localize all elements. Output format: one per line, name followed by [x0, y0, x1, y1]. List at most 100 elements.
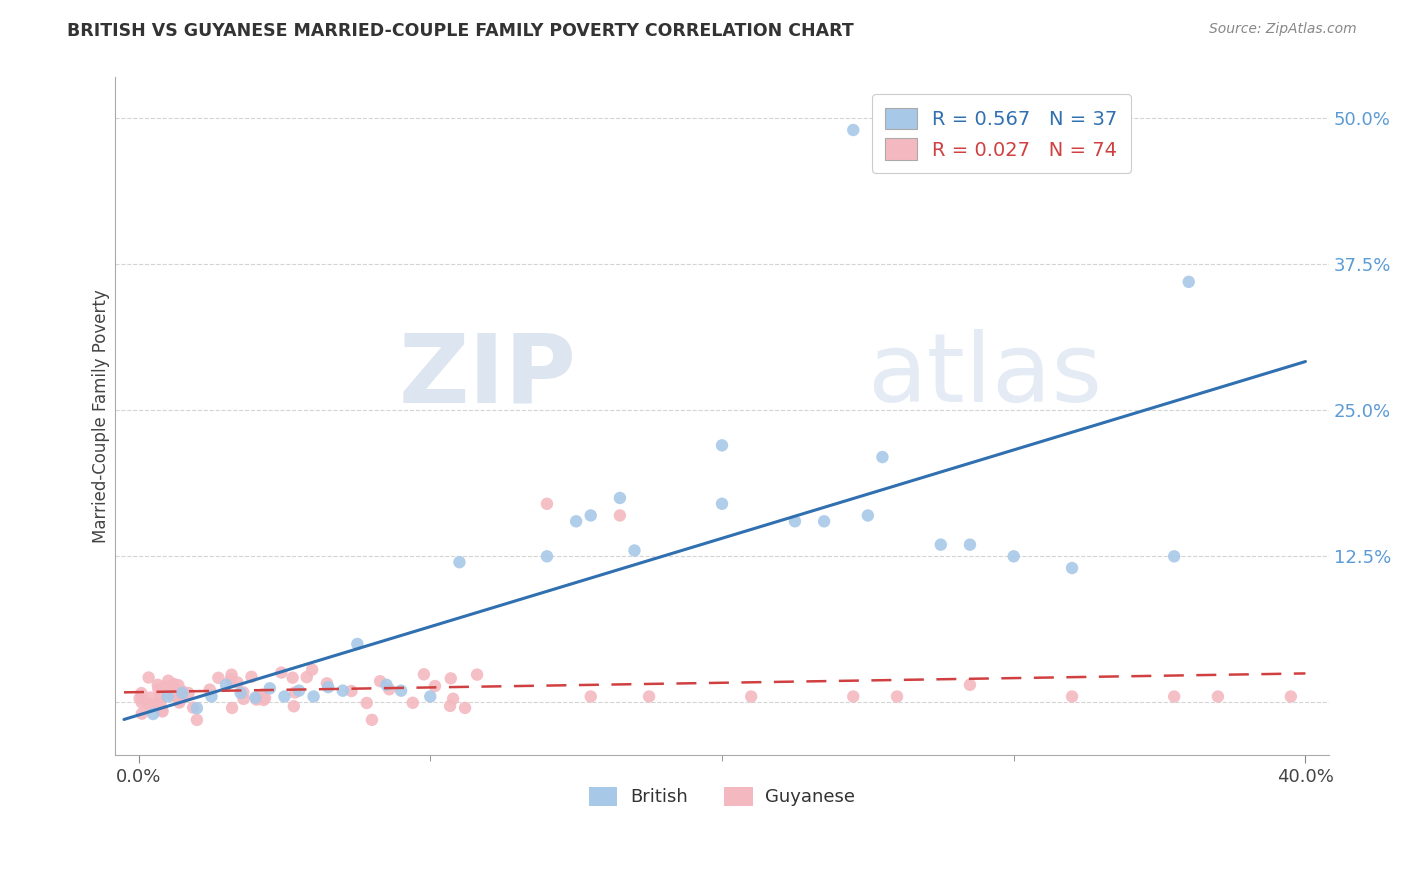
Point: [170, 691, 193, 706]
Y-axis label: Married-Couple Family Poverty: Married-Couple Family Poverty: [93, 289, 110, 543]
Point: [419, 690, 441, 704]
Point: [1206, 690, 1229, 704]
Point: [454, 701, 477, 715]
Point: [143, 698, 166, 713]
Point: [219, 673, 242, 687]
Point: [465, 667, 488, 681]
Point: [959, 678, 981, 692]
Point: [872, 450, 894, 464]
Text: BRITISH VS GUYANESE MARRIED-COUPLE FAMILY POVERTY CORRELATION CHART: BRITISH VS GUYANESE MARRIED-COUPLE FAMIL…: [67, 22, 855, 40]
Point: [340, 684, 363, 698]
Point: [638, 690, 661, 704]
Point: [623, 543, 645, 558]
Point: [148, 682, 170, 697]
Point: [283, 699, 305, 714]
Point: [316, 680, 339, 694]
Point: [240, 670, 263, 684]
Point: [229, 686, 252, 700]
Point: [1279, 690, 1302, 704]
Point: [288, 683, 311, 698]
Point: [389, 683, 412, 698]
Point: [332, 683, 354, 698]
Point: [136, 697, 159, 711]
Point: [150, 703, 173, 717]
Point: [1002, 549, 1025, 564]
Point: [295, 670, 318, 684]
Point: [142, 706, 165, 721]
Point: [813, 514, 835, 528]
Point: [1163, 549, 1185, 564]
Point: [346, 637, 368, 651]
Point: [156, 690, 179, 704]
Point: [959, 538, 981, 552]
Point: [449, 555, 471, 569]
Text: Source: ZipAtlas.com: Source: ZipAtlas.com: [1209, 22, 1357, 37]
Point: [163, 677, 186, 691]
Point: [439, 698, 461, 713]
Point: [128, 691, 150, 706]
Point: [159, 681, 181, 696]
Point: [361, 713, 384, 727]
Point: [215, 678, 238, 692]
Point: [316, 676, 339, 690]
Point: [856, 508, 879, 523]
Point: [131, 686, 153, 700]
Point: [172, 686, 194, 700]
Point: [929, 538, 952, 552]
Point: [740, 690, 762, 704]
Point: [301, 663, 323, 677]
Point: [579, 690, 602, 704]
Point: [172, 684, 194, 698]
Point: [413, 667, 436, 681]
Point: [254, 690, 277, 705]
Point: [886, 690, 908, 704]
Point: [565, 514, 588, 528]
Point: [1163, 690, 1185, 704]
Point: [579, 508, 602, 523]
Point: [138, 671, 160, 685]
Point: [177, 686, 200, 700]
Point: [302, 690, 325, 704]
Point: [441, 691, 464, 706]
Point: [1177, 275, 1199, 289]
Point: [356, 696, 378, 710]
Point: [157, 673, 180, 688]
Point: [149, 690, 172, 704]
Point: [167, 678, 190, 692]
Point: [169, 693, 191, 707]
Legend: British, Guyanese: British, Guyanese: [581, 780, 863, 814]
Point: [153, 679, 176, 693]
Point: [186, 701, 208, 715]
Point: [281, 671, 304, 685]
Point: [536, 497, 558, 511]
Point: [1060, 690, 1083, 704]
Point: [198, 682, 221, 697]
Point: [711, 497, 734, 511]
Point: [259, 681, 281, 696]
Point: [609, 508, 631, 523]
Point: [402, 696, 425, 710]
Point: [783, 514, 806, 528]
Point: [162, 689, 184, 703]
Point: [842, 690, 865, 704]
Point: [273, 690, 295, 704]
Point: [252, 693, 274, 707]
Point: [232, 691, 254, 706]
Point: [131, 696, 153, 710]
Point: [232, 685, 254, 699]
Point: [221, 667, 243, 681]
Point: [207, 671, 229, 685]
Point: [169, 696, 191, 710]
Point: [167, 691, 190, 706]
Point: [181, 700, 204, 714]
Point: [141, 700, 163, 714]
Point: [536, 549, 558, 564]
Point: [609, 491, 631, 505]
Point: [378, 682, 401, 697]
Point: [146, 678, 169, 692]
Point: [375, 678, 398, 692]
Point: [250, 688, 273, 702]
Point: [423, 679, 446, 693]
Point: [270, 665, 292, 680]
Point: [186, 713, 208, 727]
